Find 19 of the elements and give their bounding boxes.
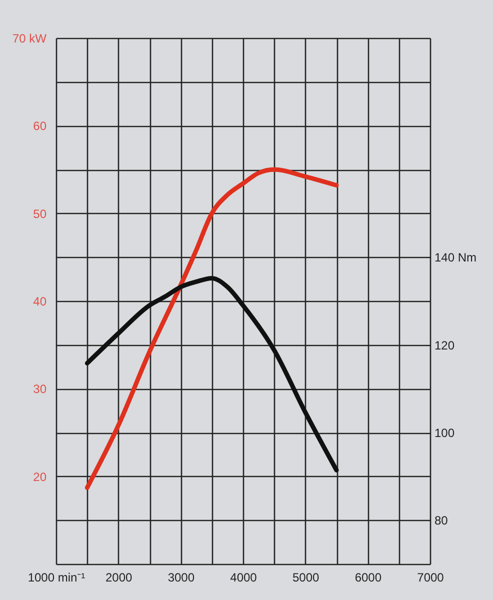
- y2-tick-label: 140 Nm: [434, 250, 477, 265]
- y-tick-label: 50: [33, 206, 47, 221]
- x-tick-label: 3000: [168, 570, 195, 584]
- line-series: [84, 276, 339, 472]
- x-tick-label: 4000: [230, 570, 258, 584]
- line-series: [84, 167, 339, 490]
- y-tick-label: 30: [33, 382, 47, 396]
- y2-tick-label: 100: [434, 426, 455, 440]
- y-tick-label: 40: [33, 294, 47, 308]
- x-tick-label: 6000: [354, 570, 382, 584]
- x-tick-label: 7000: [417, 570, 444, 584]
- y2-tick-label: 80: [434, 514, 448, 528]
- y-tick-label: 70 kW: [12, 32, 48, 46]
- x-tick-label: 1000 min⁻¹: [28, 570, 86, 584]
- x-tick-label: 5000: [292, 570, 320, 584]
- x-tick-label: 2000: [105, 570, 133, 584]
- y-tick-label: 60: [33, 119, 47, 134]
- y2-tick-label: 120: [434, 338, 455, 352]
- y-tick-label: 20: [33, 470, 47, 484]
